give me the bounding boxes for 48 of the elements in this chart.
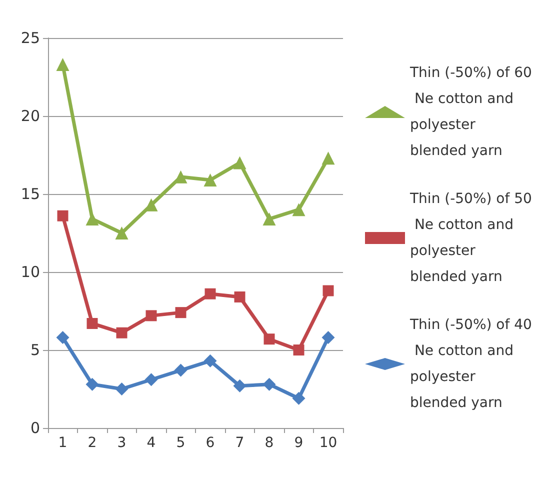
point (233, 156, 246, 170)
point (175, 307, 186, 318)
legend-label: Thin (-50%) of 50 Ne cotton and polyester blended yarn (409, 191, 532, 285)
point (204, 288, 216, 300)
point (86, 318, 98, 329)
point (292, 392, 306, 405)
point (56, 331, 70, 344)
y-tick-label: 15 (20, 185, 40, 203)
x-tick-label: 10 (319, 435, 338, 451)
x-tick-label: 5 (176, 435, 186, 451)
point (322, 331, 335, 344)
point (262, 212, 276, 226)
x-tick-label: 4 (146, 435, 156, 451)
y-tick-label: 10 (20, 263, 40, 281)
x-tick-label: 9 (294, 435, 304, 451)
point (146, 310, 157, 322)
point (86, 212, 99, 226)
y-tick-label: 0 (30, 419, 40, 437)
point (292, 203, 306, 216)
x-tick-label: 8 (264, 435, 274, 451)
point (233, 379, 246, 392)
y-tick-label: 5 (30, 341, 40, 359)
point (144, 373, 158, 386)
legend-label: Thin (-50%) of 40 Ne cotton and polyester blended yarn (409, 317, 532, 411)
point (234, 291, 246, 302)
point (56, 58, 70, 72)
legend-label: Thin (-50%) of 60 Ne cotton and polyester blended yarn (409, 65, 532, 159)
point (115, 226, 128, 240)
point (115, 382, 128, 396)
point (262, 378, 276, 391)
x-tick-label: 3 (117, 435, 126, 451)
point (116, 327, 128, 338)
point (293, 344, 304, 356)
point (204, 173, 217, 186)
y-tick-label: 20 (20, 107, 40, 125)
point (322, 152, 335, 165)
point (322, 285, 334, 296)
point (264, 334, 275, 345)
point (174, 364, 188, 377)
point (174, 170, 188, 184)
y-tick-label: 25 (20, 29, 40, 47)
point (57, 210, 68, 222)
point (86, 378, 99, 391)
x-tick-label: 1 (58, 435, 68, 451)
x-tick-label: 6 (206, 435, 215, 451)
point (204, 354, 217, 368)
x-tick-label: 2 (88, 435, 97, 451)
x-tick-label: 7 (235, 435, 244, 451)
